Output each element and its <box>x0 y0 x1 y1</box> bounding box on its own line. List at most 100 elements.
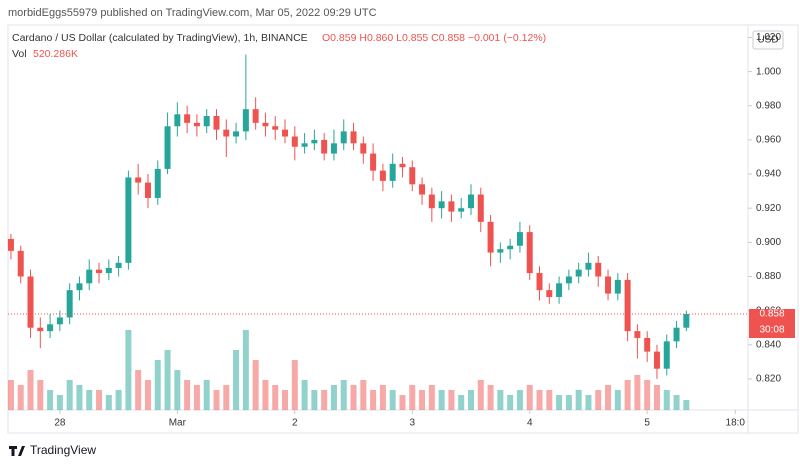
volume-bar <box>526 385 533 410</box>
volume-bar <box>379 385 386 410</box>
volume-bar <box>330 385 337 410</box>
volume-bar <box>144 380 151 410</box>
volume-bar <box>272 385 279 410</box>
candle-body <box>653 351 660 369</box>
candle-body <box>291 136 298 147</box>
volume-legend: 520.286K <box>33 48 78 60</box>
candle-body <box>370 153 377 171</box>
logo-mark <box>9 446 25 456</box>
x-tick-label: 3 <box>409 418 415 429</box>
candle-body <box>575 269 582 277</box>
candle-body <box>360 143 367 154</box>
volume-bar <box>458 395 465 410</box>
candle-body <box>37 327 44 332</box>
candle-body <box>379 170 386 181</box>
x-tick-label: 2 <box>292 418 298 429</box>
volume-bar <box>213 390 220 410</box>
candle-body <box>233 131 240 137</box>
volume-bar <box>184 380 191 410</box>
volume-bar <box>614 390 621 410</box>
candle-body <box>7 238 14 251</box>
volume-bar <box>624 380 631 410</box>
y-tick-label: 1.000 <box>756 66 781 77</box>
volume-bar <box>321 390 328 410</box>
volume-bar <box>27 370 34 410</box>
volume-bar <box>497 390 504 410</box>
candle-body <box>565 276 572 284</box>
volume-bar <box>399 395 406 410</box>
currency-box[interactable] <box>752 30 784 50</box>
volume-bar <box>419 390 426 410</box>
volume-bar <box>282 390 289 410</box>
volume-bar <box>448 390 455 410</box>
chart-title: Cardano / US Dollar (calculated by Tradi… <box>12 32 308 44</box>
countdown: 30:08 <box>759 325 784 336</box>
y-tick-label: 0.880 <box>756 271 781 282</box>
candle-body <box>438 201 445 209</box>
candle-body <box>184 114 191 123</box>
volume-bar <box>174 370 181 410</box>
candle-body <box>203 116 210 127</box>
candle-body <box>164 126 171 169</box>
volume-label: Vol <box>12 48 27 60</box>
y-tick-label: 0.840 <box>756 339 781 350</box>
x-tick-label: Mar <box>169 418 187 429</box>
y-tick-label: 0.940 <box>756 169 781 180</box>
y-tick-label: 0.820 <box>756 374 781 385</box>
candle-body <box>389 163 396 181</box>
volume-bar <box>477 380 484 410</box>
volume-bar <box>605 385 612 410</box>
candle-body <box>399 163 406 168</box>
volume-bar <box>115 390 122 410</box>
candle-body <box>105 267 112 274</box>
volume-bar <box>360 380 367 410</box>
candle-body <box>419 184 426 195</box>
candle-body <box>507 245 514 250</box>
volume-bar <box>96 390 103 410</box>
volume-bar <box>663 390 670 410</box>
published-line: morbidEggs55979 published on TradingView… <box>8 7 377 19</box>
candle-body <box>193 122 200 127</box>
candle-body <box>47 324 54 332</box>
candle-body <box>673 327 680 342</box>
candle-body <box>556 283 563 297</box>
volume-bar <box>164 350 171 410</box>
candle-body <box>497 249 504 253</box>
x-tick-label: 28 <box>54 418 66 429</box>
volume-bar <box>7 380 14 410</box>
volume-bar <box>595 390 602 410</box>
volume-bar <box>585 395 592 410</box>
volume-bar <box>66 380 73 410</box>
candle-body <box>242 109 249 132</box>
volume-bar <box>340 380 347 410</box>
brand: TradingView <box>30 443 96 457</box>
candle-body <box>634 331 641 338</box>
volume-bar <box>242 330 249 410</box>
candle-body <box>96 269 103 274</box>
volume-bar <box>311 390 318 410</box>
volume-bar <box>86 390 93 410</box>
candle-body <box>428 194 435 209</box>
volume-bar <box>252 360 259 410</box>
volume-bar <box>203 380 210 410</box>
volume-bar <box>516 390 523 410</box>
currency[interactable]: USD <box>757 35 778 46</box>
candle-body <box>350 131 357 144</box>
candle-body <box>86 269 93 284</box>
candle-body <box>536 273 543 291</box>
candle-body <box>448 201 455 212</box>
volume-bar <box>556 395 563 410</box>
y-tick-label: 0.920 <box>756 203 781 214</box>
volume-bar <box>350 385 357 410</box>
candle-body <box>487 221 494 253</box>
volume-bar <box>575 390 582 410</box>
candle-body <box>526 232 533 274</box>
candle-body <box>321 139 328 154</box>
candle-body <box>56 317 63 325</box>
volume-bar <box>634 375 641 410</box>
volume-bar <box>507 395 514 410</box>
x-tick-label: 5 <box>644 418 650 429</box>
volume-bar <box>105 395 112 410</box>
candle-body <box>467 194 474 209</box>
